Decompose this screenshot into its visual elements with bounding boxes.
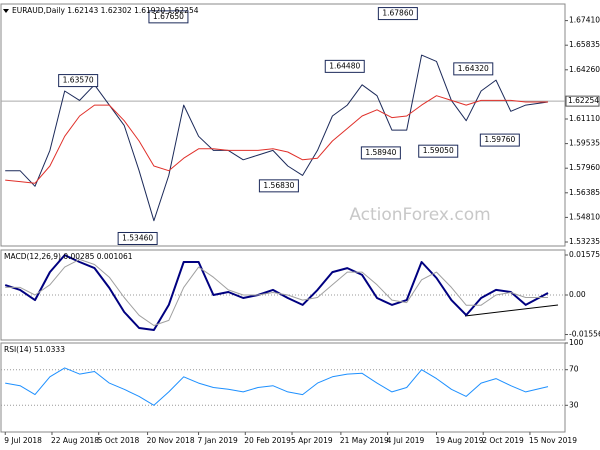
price-panel [0, 3, 566, 247]
x-tick-label: 19 Aug 2019 [435, 436, 483, 445]
x-tick-label: 9 Jul 2018 [4, 436, 42, 445]
y-tick-label: 1.57960 [569, 163, 600, 172]
panel-title: EURAUD,Daily 1.62143 1.62302 1.61920 1.6… [12, 6, 199, 15]
x-tick-label: 15 Nov 2019 [529, 436, 577, 445]
x-tick-label: 2 Oct 2019 [482, 436, 524, 445]
x-tick-label: 21 May 2019 [340, 436, 389, 445]
price-label-box [360, 146, 401, 160]
last-value-label: 1.62254 [568, 96, 599, 105]
price-label: 1.53460 [122, 233, 153, 242]
price-label-box [117, 231, 158, 245]
price-label-box [453, 62, 494, 76]
y-tick-label: 1.53235 [569, 237, 600, 246]
price-label: 1.59050 [423, 146, 454, 155]
x-tick-label: 4 Jul 2019 [387, 436, 425, 445]
series-line [5, 258, 548, 326]
price-label: 1.64480 [329, 61, 360, 70]
y-tick-label: 30 [569, 400, 579, 409]
price-label-box [377, 7, 418, 21]
y-tick-label: 0.01575 [569, 250, 600, 259]
rsi-panel [0, 342, 566, 433]
y-tick-label: 70 [569, 365, 579, 374]
y-tick-label: 1.61110 [569, 114, 600, 123]
panel-title: MACD(12,26,9) 0.00285 0.001061 [4, 252, 133, 261]
price-label-box [58, 74, 99, 88]
series-line [5, 367, 549, 406]
y-tick-label: 100 [569, 338, 584, 347]
panel-title: RSI(14) 51.0333 [4, 345, 65, 354]
price-label-box [324, 59, 365, 73]
price-label: 1.64320 [458, 64, 489, 73]
price-label-box [418, 144, 459, 158]
x-tick-label: 5 Apr 2019 [291, 436, 333, 445]
price-label-box [479, 133, 520, 147]
y-tick-label: 1.67410 [569, 16, 600, 25]
price-label: 1.59760 [484, 135, 515, 144]
price-label: 1.63570 [63, 76, 94, 85]
series-line [5, 95, 548, 184]
price-label-box [258, 179, 299, 193]
y-tick-label: 1.65835 [569, 40, 600, 49]
watermark: ActionForex.com [349, 205, 490, 225]
panel-menu-icon [3, 9, 9, 13]
x-tick-label: 5 Oct 2018 [98, 436, 140, 445]
price-label: 1.56830 [263, 181, 294, 190]
series-line [4, 254, 549, 331]
price-label: 1.58940 [365, 148, 396, 157]
price-label: 1.67860 [382, 9, 413, 18]
y-tick-label: -0.015568 [569, 330, 600, 339]
trend-line [464, 304, 559, 317]
price-label: 1.67650 [153, 12, 184, 21]
price-label-box [148, 10, 189, 24]
x-tick-label: 7 Jan 2019 [198, 436, 238, 445]
y-tick-label: 1.64260 [569, 65, 600, 74]
y-tick-label: 1.56385 [569, 188, 600, 197]
y-tick-label: 1.59535 [569, 139, 600, 148]
y-tick-label: 1.54810 [569, 212, 600, 221]
x-tick-label: 20 Nov 2018 [147, 436, 195, 445]
x-tick-label: 22 Aug 2018 [51, 436, 99, 445]
y-tick-label: 0.00 [569, 290, 586, 299]
last-value-tag [565, 95, 600, 107]
x-tick-label: 20 Feb 2019 [244, 436, 291, 445]
